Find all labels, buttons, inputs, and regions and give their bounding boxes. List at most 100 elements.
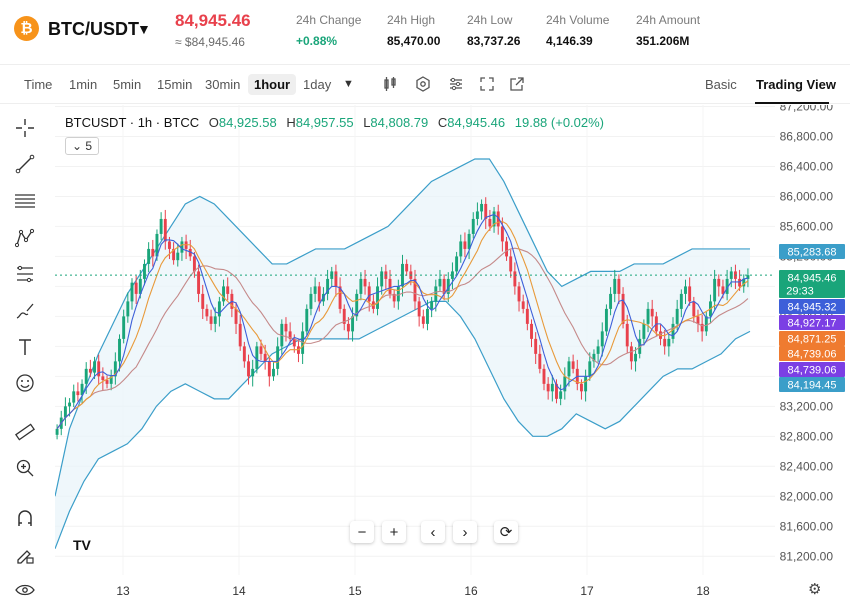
tf-1hour[interactable]: 1hour [248, 74, 297, 95]
candle-body [417, 301, 421, 317]
scroll-left-button[interactable]: ‹ [421, 521, 445, 543]
tf-1day[interactable]: 1day [303, 77, 332, 92]
tf-30min[interactable]: 30min [205, 77, 241, 92]
indicators-toggle[interactable]: ⌄ 5 [65, 137, 100, 155]
zoom-icon[interactable] [12, 455, 38, 481]
candle-body [305, 308, 309, 332]
pattern-icon[interactable] [12, 225, 38, 251]
chart-toolbar: Time 1min 5min 15min 30min 1hour 1day ▼ … [0, 64, 850, 104]
fib-icon[interactable] [12, 261, 38, 287]
candle-body [692, 301, 696, 317]
reset-chart-button[interactable]: ⟳ [494, 521, 518, 543]
gear-icon[interactable]: ⚙ [808, 581, 822, 598]
candle-body [55, 428, 59, 435]
tf-1min[interactable]: 1min [69, 77, 98, 92]
candle-body [326, 278, 330, 294]
active-tab-underline [755, 102, 829, 104]
text-icon[interactable] [12, 334, 38, 360]
y-tick-label: 85,600.00 [780, 219, 834, 233]
candle-body [588, 361, 592, 377]
x-tick-label: 14 [232, 584, 246, 598]
chart-area[interactable]: 81,200.00 81,600.00 82,000.00 82,400.00 82,8… [55, 105, 850, 598]
view-basic-tab[interactable]: Basic [705, 77, 737, 92]
candle-body [667, 338, 671, 347]
candle-body [459, 241, 463, 257]
candle-body [642, 323, 646, 339]
indicators-icon[interactable] [414, 75, 432, 93]
y-tick-label: 86,800.00 [780, 129, 834, 143]
candle-body [209, 316, 213, 324]
candle-body [376, 286, 379, 309]
price-tag-label: 85,283.68 [788, 247, 837, 259]
chevron-down-icon[interactable]: ▼ [137, 21, 151, 37]
stat-24h-change: 24h Change +0.88% [296, 13, 362, 48]
price-tag-label: 84,927.17 [788, 318, 837, 330]
stat-24h-high: 24h High 85,470.00 [387, 13, 441, 48]
candle-body [151, 248, 155, 257]
timeframe-dropdown-icon[interactable]: ▼ [343, 78, 354, 90]
tf-15min[interactable]: 15min [157, 77, 193, 92]
candle-body [392, 293, 396, 302]
candle-body [88, 368, 92, 373]
trendline-icon[interactable] [12, 151, 38, 177]
candle-body [700, 323, 704, 332]
y-tick-label: 86,000.00 [780, 189, 834, 203]
candle-body [334, 271, 338, 287]
candle-body [197, 271, 201, 294]
y-tick-label: 82,000.00 [780, 489, 834, 503]
candle-body [725, 278, 729, 294]
candle-body [247, 361, 250, 377]
pair-selector[interactable]: BTC/USDT [48, 19, 139, 39]
candle-body [442, 278, 446, 294]
magnet-icon[interactable] [12, 505, 38, 531]
price-chart[interactable]: 81,200.00 81,600.00 82,000.00 82,400.00 82,8… [55, 105, 850, 598]
share-icon[interactable] [508, 75, 526, 93]
settings-sliders-icon[interactable] [447, 75, 465, 93]
candle-body [492, 211, 496, 227]
candle-body [388, 278, 392, 294]
ruler-icon[interactable] [12, 419, 38, 445]
candle-body [600, 331, 604, 347]
candle-body [317, 286, 321, 302]
candle-body [159, 218, 163, 234]
candle-body [513, 271, 517, 287]
lock-pencil-icon[interactable] [12, 542, 38, 568]
tf-5min[interactable]: 5min [113, 77, 142, 92]
zoom-in-button[interactable]: + [382, 521, 406, 543]
eye-icon[interactable] [12, 577, 38, 598]
view-tradingview-tab[interactable]: Trading View [756, 77, 836, 92]
candle-type-icon[interactable] [381, 75, 399, 93]
candle-body [213, 316, 217, 324]
candle-body [717, 278, 721, 287]
fullscreen-icon[interactable] [478, 75, 496, 93]
candle-body [571, 361, 575, 369]
chevron-down-icon: ⌄ [72, 139, 83, 153]
candle-body [97, 361, 101, 377]
candle-body [542, 368, 546, 384]
candle-body [596, 346, 600, 354]
crosshair-icon[interactable] [12, 115, 38, 141]
emoji-icon[interactable] [12, 370, 38, 396]
y-tick-label: 82,800.00 [780, 429, 834, 443]
price-tag [779, 346, 845, 361]
candle-body [629, 346, 633, 362]
candle-body [505, 241, 508, 257]
candle-body [130, 282, 134, 302]
y-tick-label: 81,200.00 [780, 549, 834, 563]
tf-time[interactable]: Time [24, 77, 53, 92]
candle-body [500, 226, 504, 242]
zoom-out-button[interactable]: − [350, 521, 374, 543]
y-tick-label: 83,200.00 [780, 399, 834, 413]
brush-icon[interactable] [12, 298, 38, 324]
ma-slow-line [56, 247, 749, 430]
candle-body [338, 286, 342, 309]
scroll-right-button[interactable]: › [453, 521, 477, 543]
candle-body [72, 391, 76, 403]
candle-body [84, 368, 88, 384]
price-tag [779, 270, 845, 298]
horizontal-lines-icon[interactable] [12, 188, 38, 214]
candle-body [679, 293, 683, 309]
price-usd: ≈ $84,945.46 [175, 35, 245, 49]
candle-body [101, 376, 105, 381]
candle-body [396, 286, 400, 302]
